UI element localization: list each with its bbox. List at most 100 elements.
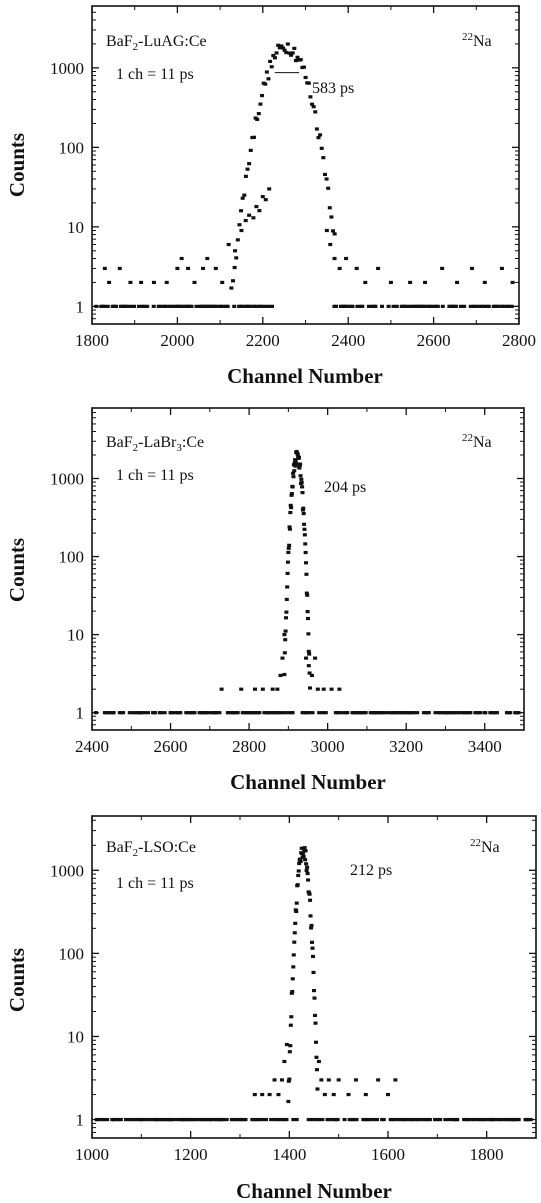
data-point — [404, 304, 409, 308]
data-point — [293, 460, 298, 464]
data-point — [363, 1092, 368, 1097]
data-point — [247, 162, 252, 166]
data-point — [285, 585, 290, 589]
data-point — [324, 177, 329, 181]
data-point — [232, 304, 237, 308]
data-point — [302, 527, 307, 531]
data-point — [408, 280, 413, 285]
data-points — [93, 449, 521, 715]
data-point — [217, 711, 222, 715]
data-point — [309, 673, 314, 678]
x-axis-title: Channel Number — [236, 1179, 392, 1203]
y-tick-label: 10 — [67, 626, 84, 645]
data-point — [394, 304, 399, 308]
data-point — [237, 223, 242, 227]
data-point — [170, 711, 175, 715]
data-point — [276, 1092, 281, 1097]
data-point — [219, 687, 224, 691]
data-point — [405, 711, 410, 715]
y-tick-label: 1000 — [50, 59, 84, 78]
data-point — [309, 923, 314, 928]
data-point — [321, 687, 326, 691]
data-point — [151, 280, 156, 285]
x-tick-label: 1000 — [75, 1145, 109, 1164]
data-point — [248, 148, 253, 152]
data-point — [243, 218, 248, 223]
data-point — [181, 1117, 186, 1122]
chart-panel-luag: 1800 2000 2200 2400 2600 2800 1 10 100 1000 BaF2-… — [5, 5, 536, 388]
data-point — [139, 1117, 144, 1122]
data-point — [214, 304, 219, 308]
data-point — [314, 1068, 319, 1072]
data-point — [144, 1117, 149, 1122]
data-point — [231, 279, 236, 283]
data-point — [129, 1117, 134, 1122]
data-point — [292, 931, 297, 935]
x-tick-label: 2800 — [502, 331, 536, 350]
data-point — [282, 1059, 287, 1064]
x-tick-label: 3400 — [468, 737, 502, 756]
data-point — [291, 1117, 296, 1122]
data-point — [291, 471, 296, 475]
data-point — [322, 1092, 327, 1097]
data-point — [303, 75, 308, 80]
data-point — [318, 133, 323, 137]
sample-label-part: -LaBr — [138, 434, 177, 451]
data-point — [301, 506, 306, 510]
data-point — [234, 1117, 239, 1122]
data-point — [360, 304, 365, 308]
data-point — [345, 304, 350, 308]
data-point — [260, 687, 265, 691]
data-point — [309, 926, 314, 930]
data-point — [292, 46, 297, 50]
data-point — [373, 304, 378, 308]
y-tick-label: 100 — [59, 944, 85, 963]
data-point — [305, 610, 310, 614]
data-point — [388, 280, 393, 285]
data-point — [226, 242, 231, 247]
data-point — [263, 82, 268, 86]
data-point — [235, 711, 240, 715]
source-label: 22Na — [462, 432, 492, 451]
data-point — [134, 1117, 139, 1122]
data-point — [288, 510, 293, 515]
data-point — [443, 1117, 448, 1122]
data-point — [266, 77, 271, 81]
data-point — [337, 266, 342, 271]
data-point — [429, 304, 434, 308]
data-point — [203, 711, 208, 715]
data-point — [340, 711, 345, 715]
data-point — [306, 649, 311, 654]
data-point — [194, 304, 199, 308]
data-point — [496, 304, 501, 308]
y-tick-label: 1 — [76, 297, 85, 316]
data-point — [489, 1117, 494, 1122]
data-point — [179, 256, 184, 261]
source-label-element: Na — [473, 434, 492, 451]
data-point — [438, 711, 443, 715]
data-point — [408, 711, 413, 715]
data-point — [316, 1117, 321, 1122]
data-point — [327, 1117, 332, 1122]
data-point — [296, 455, 301, 460]
data-point — [357, 711, 362, 715]
data-point — [298, 474, 303, 478]
data-point — [381, 711, 386, 715]
data-point — [162, 711, 167, 715]
data-point — [306, 664, 311, 668]
data-point — [374, 1117, 379, 1122]
data-point — [313, 1040, 318, 1044]
data-point — [328, 242, 333, 247]
data-point — [121, 711, 126, 715]
data-point — [117, 266, 122, 271]
data-point — [311, 1117, 316, 1122]
data-point — [284, 616, 289, 620]
data-point — [284, 610, 289, 614]
fwhm-label: 583 ps — [312, 80, 354, 97]
data-point — [290, 485, 295, 489]
data-point — [224, 1117, 229, 1122]
y-axis-title: Counts — [5, 133, 29, 197]
data-point — [264, 70, 269, 74]
data-point — [263, 304, 268, 308]
data-point — [208, 1117, 213, 1122]
